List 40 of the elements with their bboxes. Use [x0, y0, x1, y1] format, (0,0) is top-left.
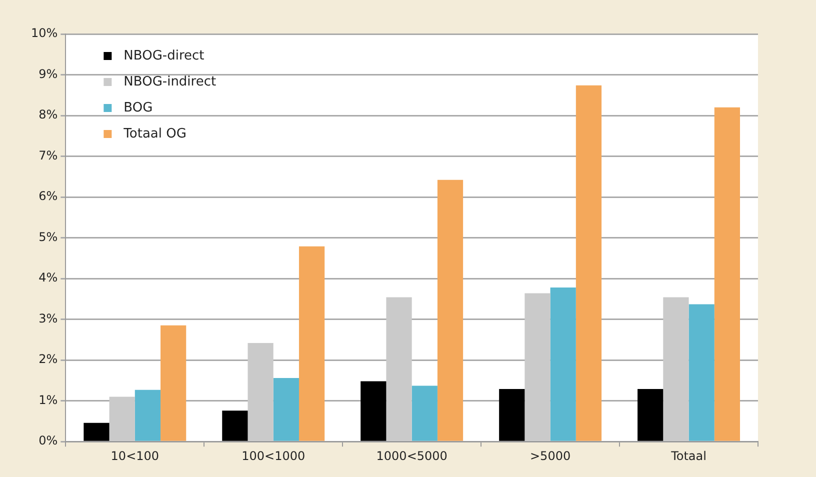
y-tick-label: 2%	[38, 352, 58, 366]
bar	[109, 396, 135, 441]
bar	[248, 342, 274, 441]
x-tick-label: Totaal	[670, 448, 706, 463]
bar	[524, 293, 550, 441]
y-tick-label: 4%	[38, 270, 58, 285]
bar	[638, 389, 664, 441]
bar	[84, 422, 110, 441]
bar	[298, 246, 325, 441]
y-tick-label: 8%	[38, 108, 58, 122]
bar	[412, 386, 438, 441]
bar	[550, 288, 576, 441]
x-tick-label: 10<100	[110, 448, 160, 463]
bar	[134, 390, 161, 441]
bar	[499, 389, 525, 441]
y-tick-label: 0%	[38, 434, 58, 448]
bar	[386, 297, 412, 441]
y-tick-label: 9%	[38, 66, 58, 81]
bar	[437, 180, 464, 441]
y-tick-label: 7%	[38, 148, 58, 162]
x-tick-label: 1000<5000	[376, 448, 448, 463]
y-tick-label: 6%	[38, 189, 58, 204]
legend-label: NBOG-indirect	[124, 74, 216, 90]
legend-label: Totaal OG	[122, 126, 186, 142]
bar	[273, 378, 299, 441]
bar	[688, 304, 714, 441]
bar	[360, 381, 386, 441]
bar	[663, 297, 689, 441]
bar	[714, 107, 740, 441]
y-tick-label: 5%	[38, 230, 58, 244]
bar	[160, 325, 186, 441]
y-tick-label: 3%	[38, 311, 58, 326]
y-tick-label: 10%	[31, 26, 58, 40]
bar	[576, 85, 602, 441]
y-tick-label: 1%	[38, 392, 58, 407]
x-tick-label: >5000	[530, 448, 571, 463]
bar	[222, 410, 248, 441]
legend-label: NBOG-direct	[124, 48, 204, 64]
legend-label: BOG	[124, 100, 153, 116]
x-tick-label: 100<1000	[242, 448, 306, 463]
